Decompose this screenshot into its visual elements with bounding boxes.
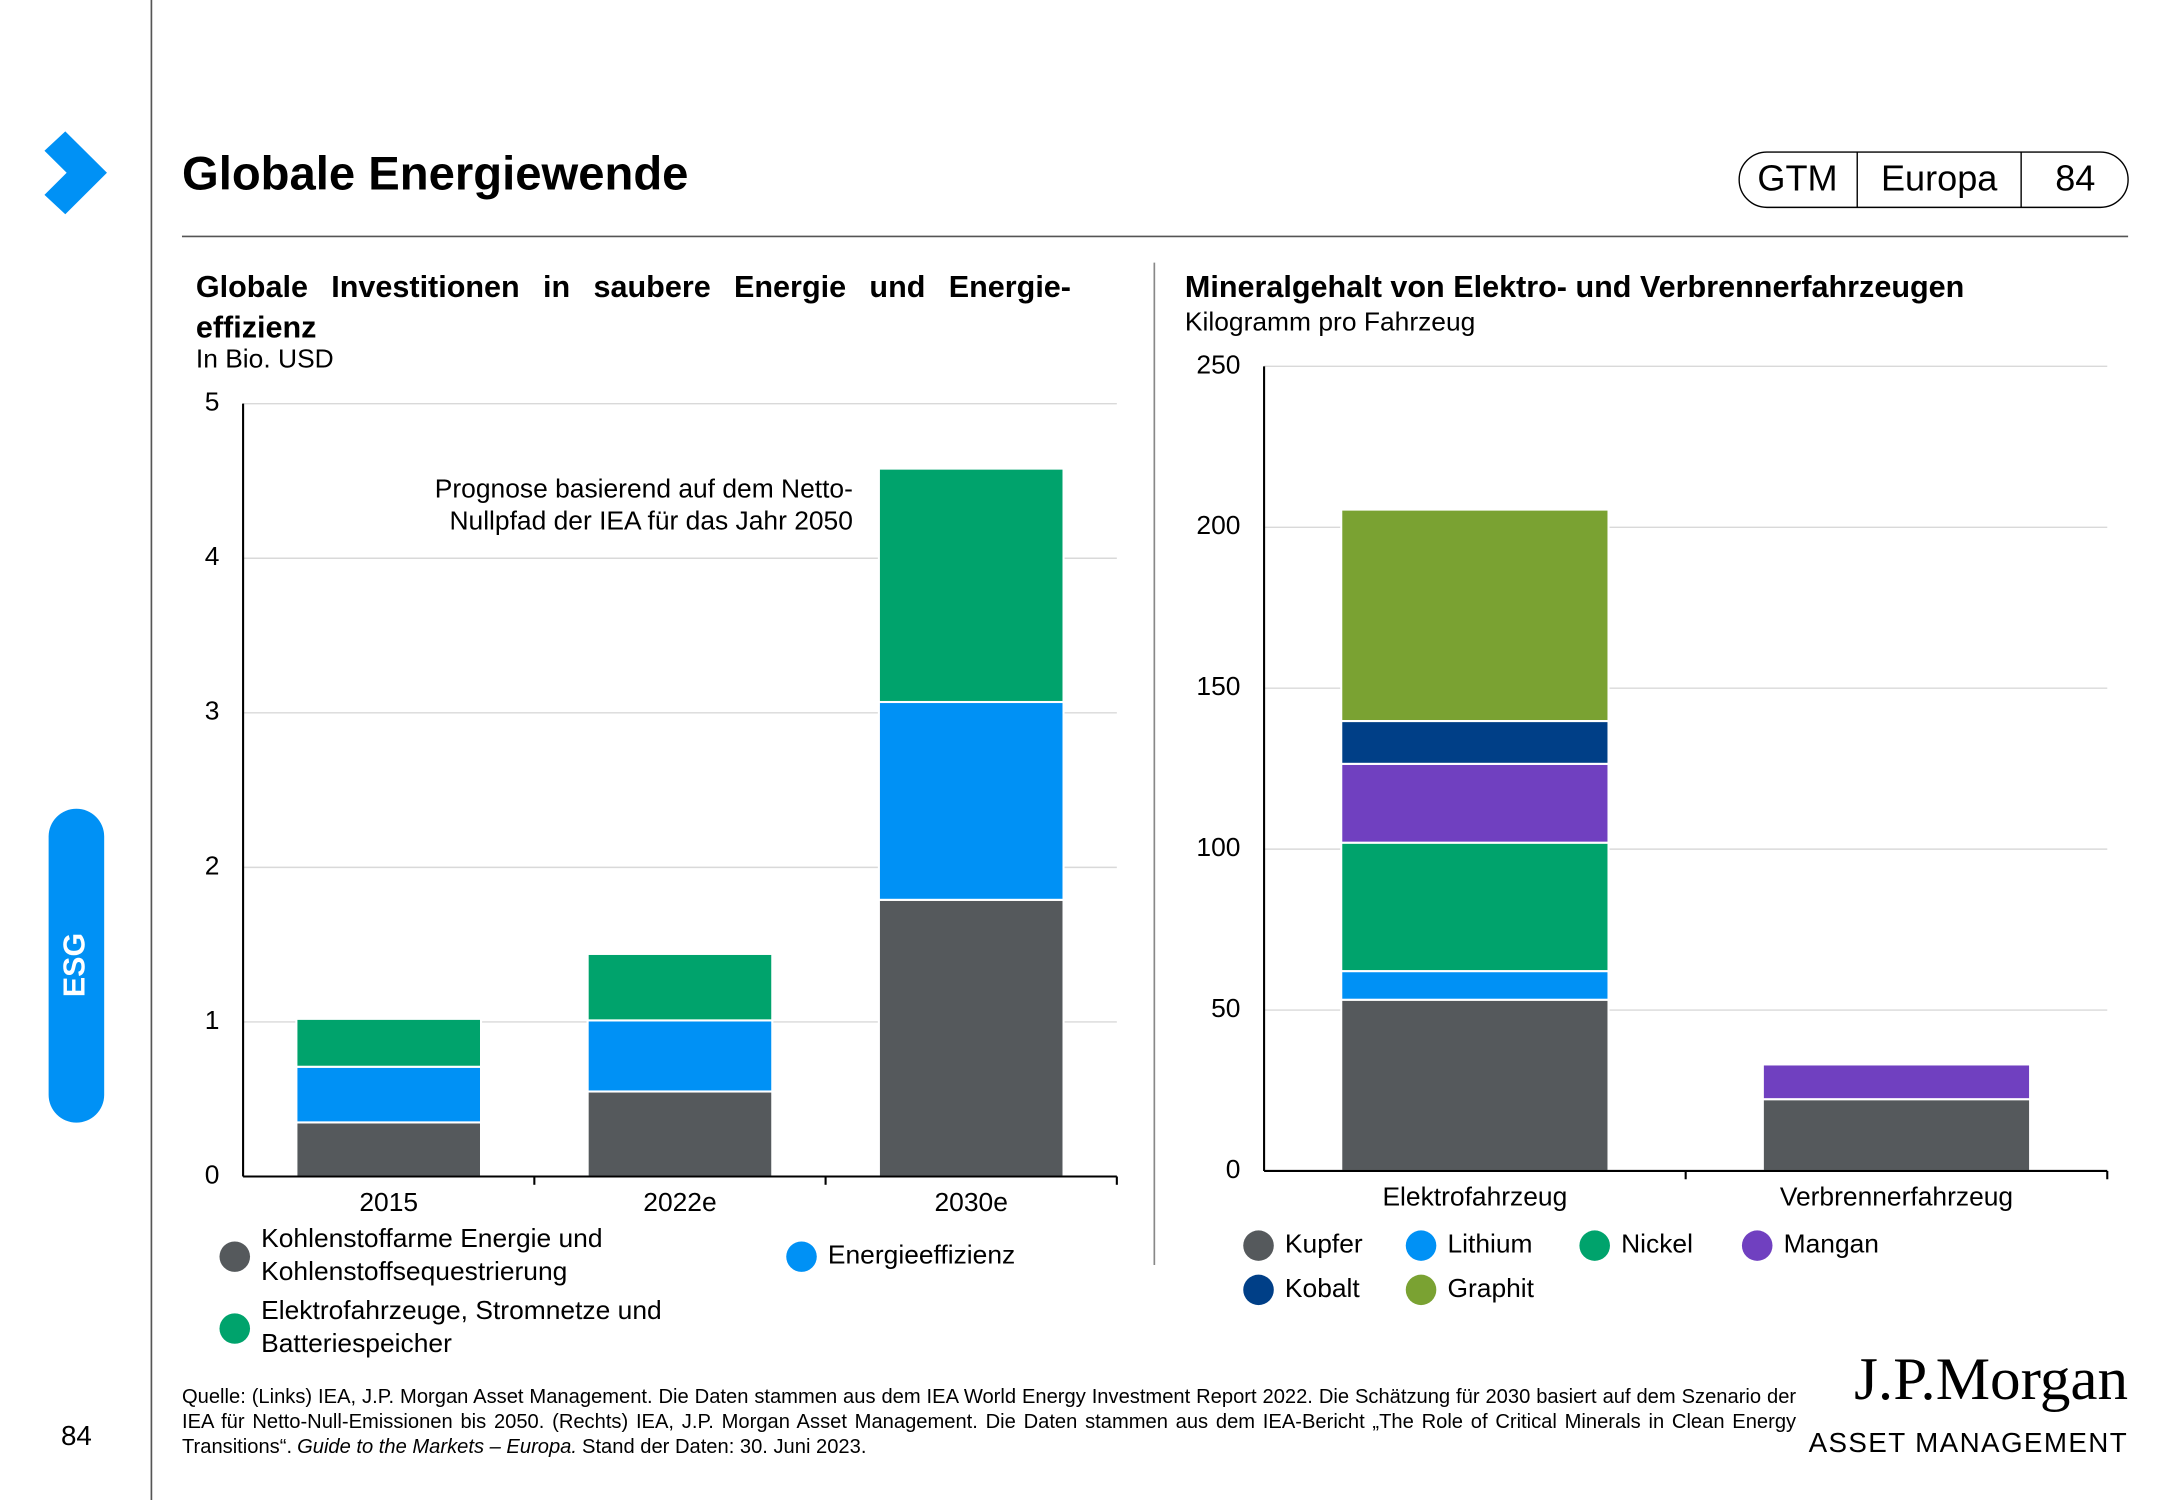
legend-label: Mangan xyxy=(1783,1230,1879,1260)
bar-segment xyxy=(877,467,1065,704)
bar-segment xyxy=(586,1019,774,1093)
badge-text: Europa xyxy=(1881,158,1998,199)
y-tick-label: 50 xyxy=(1211,993,1240,1023)
bar-segment xyxy=(1340,719,1610,765)
y-tick-label: 150 xyxy=(1196,671,1240,701)
y-tick-label: 3 xyxy=(205,696,220,726)
bar-segment xyxy=(1340,762,1610,844)
y-tick-label: 0 xyxy=(1226,1154,1241,1184)
section-label: ESG xyxy=(57,933,91,997)
bar-segment xyxy=(877,700,1065,901)
legend-swatch xyxy=(1243,1274,1274,1306)
page-title: Globale Energiewende xyxy=(182,146,688,199)
bar-segment xyxy=(295,1017,483,1068)
legend-swatch xyxy=(219,1241,251,1272)
bar-segment xyxy=(586,1090,774,1178)
legend-swatch xyxy=(1579,1230,1610,1261)
bar-segment xyxy=(1340,841,1610,973)
x-tick-label: 2015 xyxy=(359,1187,418,1217)
badge-text: 84 xyxy=(2055,158,2095,199)
legend-label: Kupfer xyxy=(1284,1230,1363,1260)
y-tick-label: 1 xyxy=(205,1005,220,1035)
page-number: 84 xyxy=(61,1420,92,1451)
legend-swatch xyxy=(1243,1230,1274,1261)
x-tick-label: 2022e xyxy=(643,1187,716,1217)
legend-label: Graphit xyxy=(1447,1274,1535,1304)
badge-text: GTM xyxy=(1757,158,1837,199)
legend-swatch xyxy=(1741,1230,1773,1261)
section-pill xyxy=(48,808,105,1123)
y-tick-label: 200 xyxy=(1196,510,1240,540)
y-tick-label: 4 xyxy=(205,541,220,571)
chevron xyxy=(44,131,107,215)
annotation: Prognose basierend auf dem Netto- xyxy=(435,474,853,504)
bar-segment xyxy=(1761,1098,2032,1173)
bar-segment xyxy=(1340,998,1610,1173)
legend-label: Nickel xyxy=(1621,1230,1693,1260)
y-tick-label: 5 xyxy=(205,387,220,417)
chart-title: Mineralgehalt von Elektro- und Verbrenne… xyxy=(1184,269,1965,305)
bar-segment xyxy=(586,952,774,1022)
chart-subtitle: In Bio. USD xyxy=(195,345,334,375)
footnote-text: Quelle: (Links) IEA, J.P. Morgan Asset M… xyxy=(181,1386,1797,1459)
footnote-italic: Guide to the Markets – Europa. xyxy=(297,1436,577,1459)
legend-label: Energieeffizienz xyxy=(827,1241,1016,1271)
bar-segment xyxy=(1340,508,1610,723)
y-tick-label: 100 xyxy=(1196,832,1240,862)
bar-segment xyxy=(1340,970,1610,1001)
y-tick-label: 2 xyxy=(205,850,220,880)
bar-segment xyxy=(1761,1063,2032,1101)
legend-label: Lithium xyxy=(1447,1230,1533,1260)
y-tick-label: 0 xyxy=(205,1159,220,1189)
logo: J.P.Morgan xyxy=(1854,1346,2128,1413)
bar-segment xyxy=(877,898,1065,1178)
legend-swatch xyxy=(786,1241,817,1272)
legend-label: Kohlenstoffarme Energie und Kohlenstoffs… xyxy=(261,1224,603,1288)
footnote: Quelle: (Links) IEA, J.P. Morgan Asset M… xyxy=(182,1385,1796,1460)
legend-swatch xyxy=(219,1313,251,1344)
annotation: Nullpfad der IEA für das Jahr 2050 xyxy=(449,506,852,536)
chart-title: Globale Investitionen in saubere Energie… xyxy=(195,269,1071,345)
legend-label: Kobalt xyxy=(1284,1274,1360,1304)
legend-label: Elektrofahrzeuge, Stromnetze und Batteri… xyxy=(261,1296,662,1359)
bar-segment xyxy=(295,1065,483,1124)
chart-subtitle: Kilogramm pro Fahrzeug xyxy=(1184,308,1476,338)
legend-swatch xyxy=(1405,1274,1437,1306)
x-tick-label: Elektrofahrzeug xyxy=(1382,1182,1567,1212)
bar-segment xyxy=(295,1121,483,1178)
y-tick-label: 250 xyxy=(1196,349,1240,379)
badge xyxy=(1738,151,2129,209)
logo-subtitle: ASSET MANAGEMENT xyxy=(1809,1427,2129,1458)
x-tick-label: Verbrennerfahrzeug xyxy=(1780,1182,2013,1212)
legend-swatch xyxy=(1405,1230,1437,1261)
x-tick-label: 2030e xyxy=(935,1187,1008,1217)
footnote-end: Stand der Daten: 30. Juni 2023. xyxy=(582,1436,867,1459)
